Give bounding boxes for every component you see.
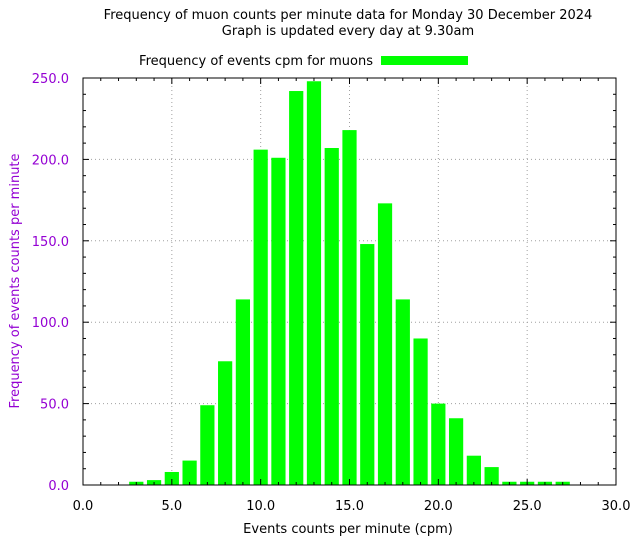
legend-label: Frequency of events cpm for muons xyxy=(139,54,373,69)
y-tick-label: 150.0 xyxy=(32,235,69,250)
bar xyxy=(377,203,393,485)
y-axis-label: Frequency of events counts per minute xyxy=(8,153,23,408)
x-axis-label: Events counts per minute (cpm) xyxy=(243,522,453,537)
bar xyxy=(395,299,410,485)
y-tick-label: 100.0 xyxy=(32,316,69,331)
bar xyxy=(271,157,286,485)
bar xyxy=(448,418,464,485)
x-tick-label: 20.0 xyxy=(424,499,453,514)
y-tick-label: 0.0 xyxy=(48,479,69,494)
chart-subtitle: Graph is updated every day at 9.30am xyxy=(222,24,474,39)
legend-swatch xyxy=(381,56,468,65)
bar xyxy=(200,405,215,485)
bar xyxy=(413,338,428,485)
x-tick-labels: 0.0 5.0 10.0 15.0 20.0 25.0 30.0 xyxy=(73,499,631,514)
bar xyxy=(342,130,357,485)
x-tick-label: 10.0 xyxy=(246,499,275,514)
bar xyxy=(360,244,375,485)
bar xyxy=(235,299,251,485)
legend: Frequency of events cpm for muons xyxy=(139,54,468,69)
bar xyxy=(431,403,446,485)
bars xyxy=(129,81,570,486)
bar xyxy=(218,361,233,485)
bar xyxy=(289,91,304,486)
y-tick-label: 50.0 xyxy=(40,398,69,413)
bar xyxy=(164,471,179,485)
bar xyxy=(306,81,322,486)
y-tick-label: 250.0 xyxy=(32,72,69,87)
x-tick-label: 30.0 xyxy=(602,499,631,514)
bar xyxy=(324,148,339,485)
x-tick-label: 25.0 xyxy=(513,499,542,514)
x-tick-label: 5.0 xyxy=(161,499,182,514)
x-tick-label: 15.0 xyxy=(335,499,364,514)
bar xyxy=(182,460,197,485)
y-tick-label: 200.0 xyxy=(32,153,69,168)
bar xyxy=(466,455,481,485)
bar xyxy=(253,149,268,485)
axis-ticks xyxy=(82,77,617,486)
x-tick-label: 0.0 xyxy=(73,499,94,514)
y-tick-labels: 0.0 50.0 100.0 150.0 200.0 250.0 xyxy=(32,72,69,494)
grid xyxy=(83,78,616,485)
bar xyxy=(484,467,499,485)
chart-title: Frequency of muon counts per minute data… xyxy=(104,8,593,23)
